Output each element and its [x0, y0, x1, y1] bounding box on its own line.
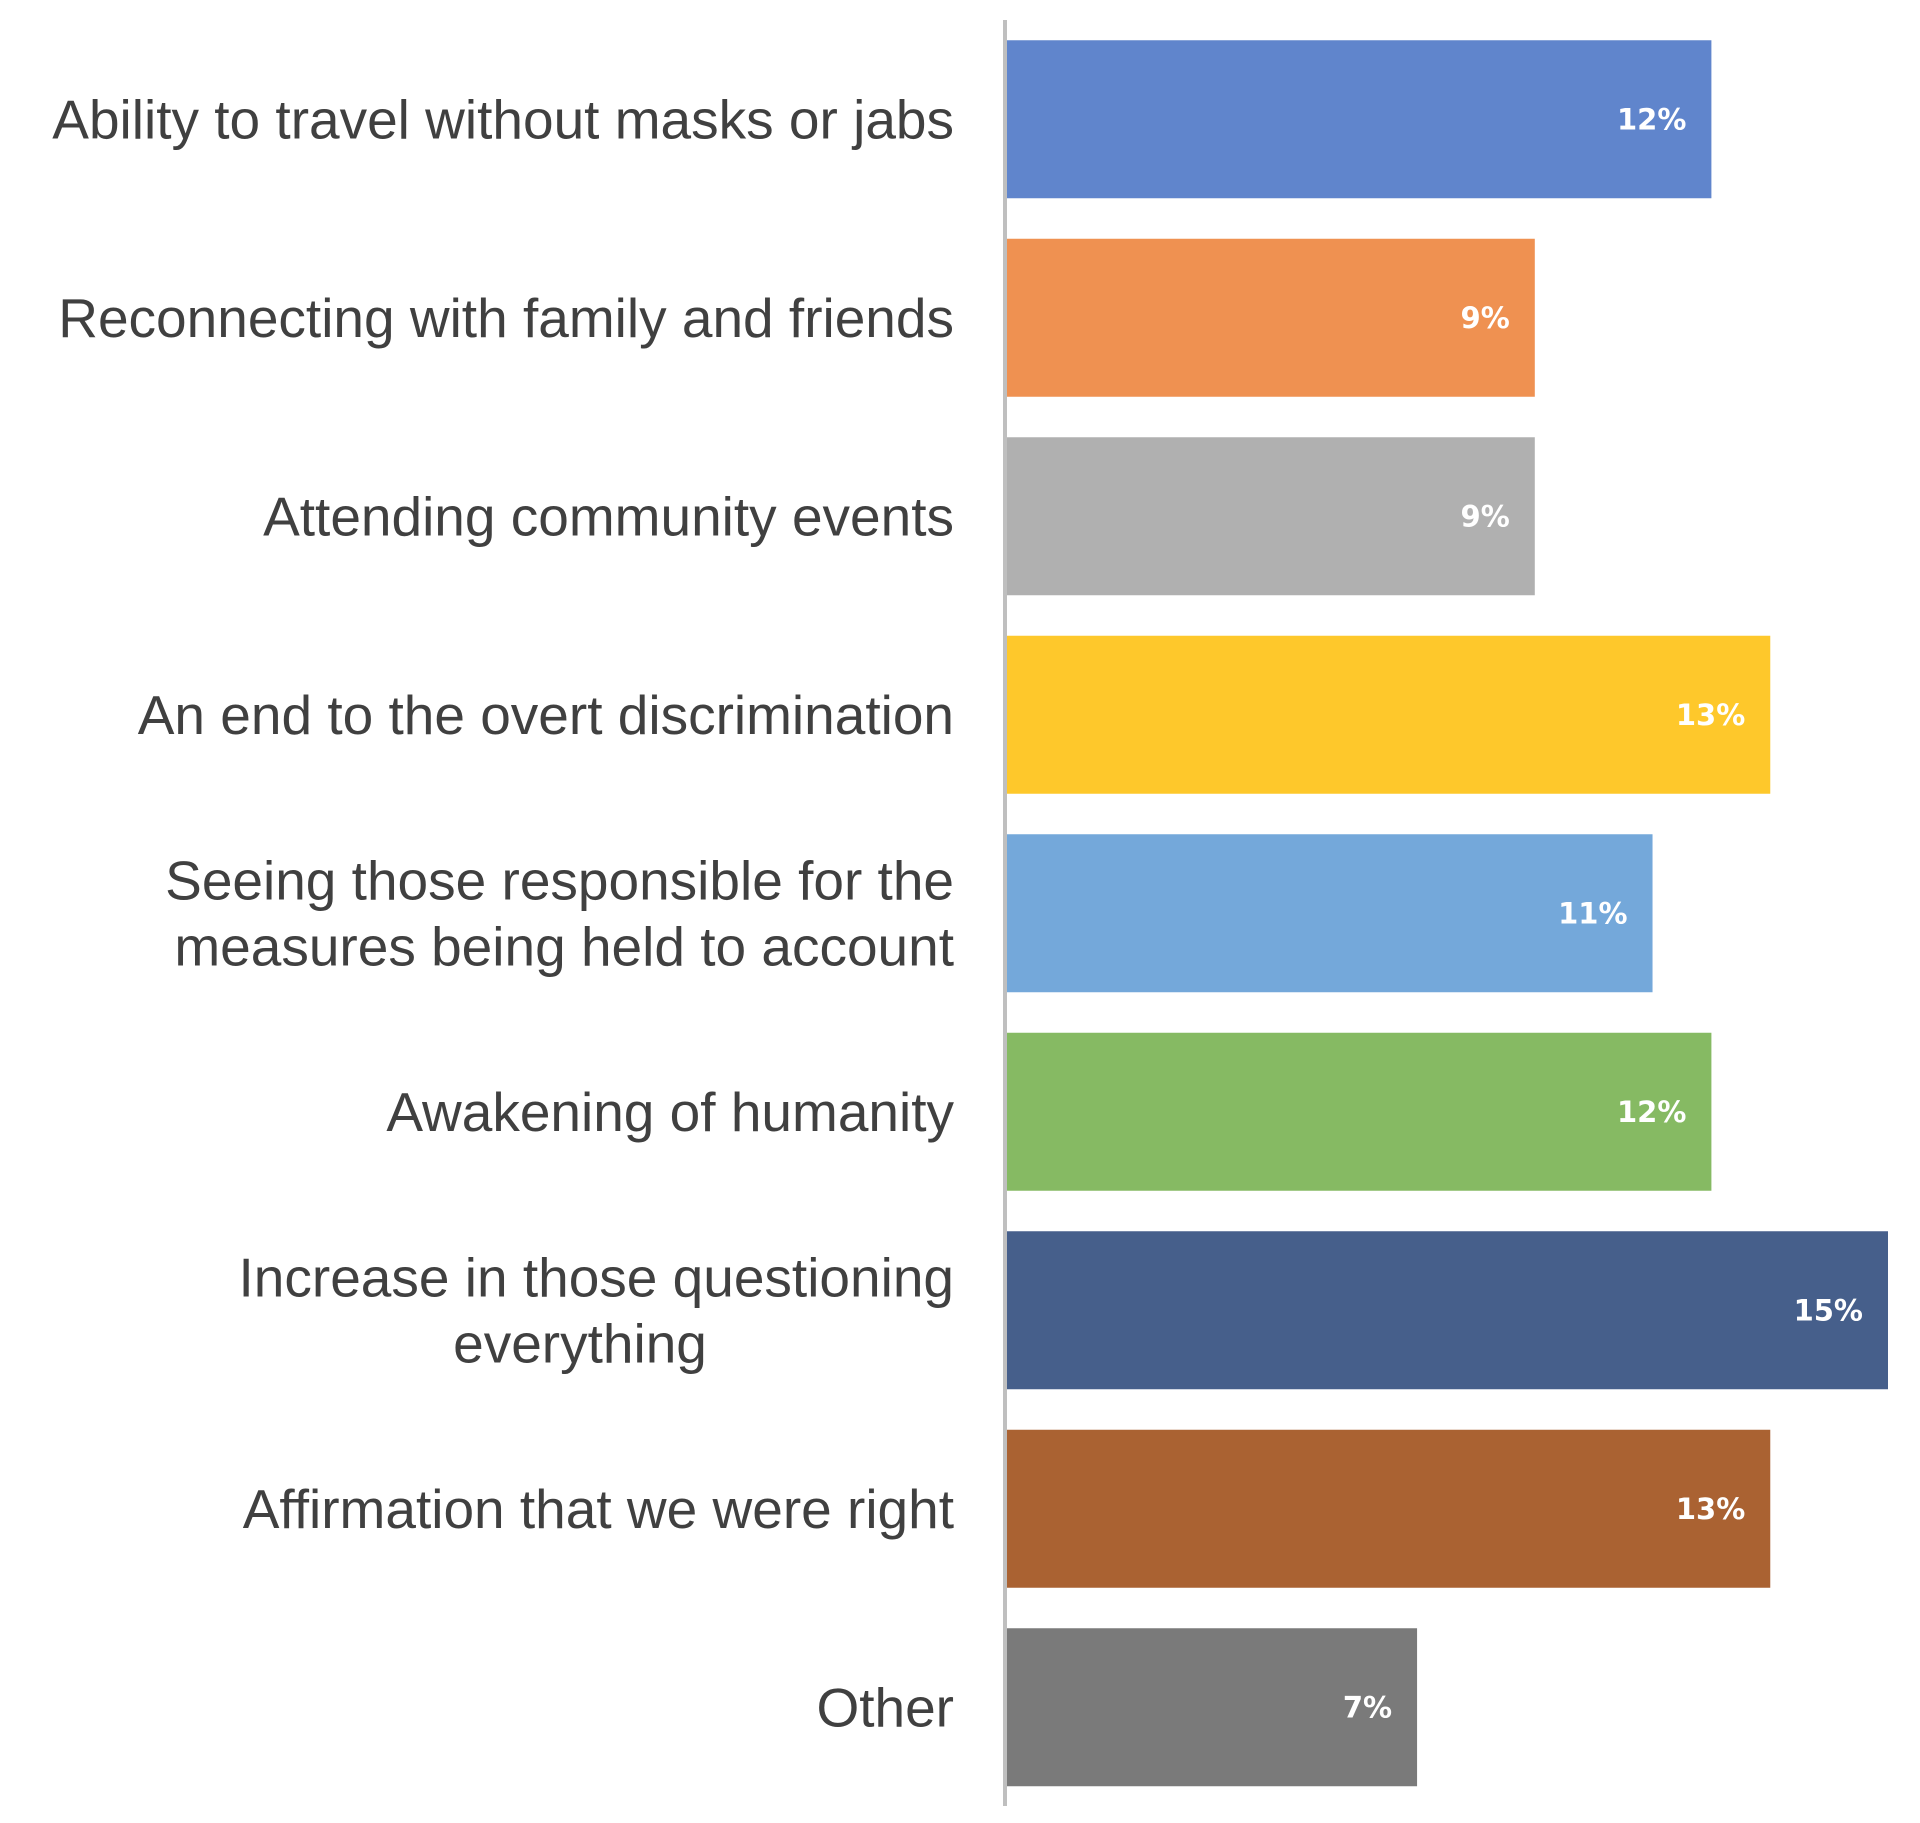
bar — [1005, 1032, 1712, 1191]
category-label: Other — [816, 1676, 954, 1738]
data-label: 9% — [1461, 301, 1510, 335]
category-labels-group: Ability to travel without masks or jabs R… — [52, 88, 954, 1738]
bar — [1005, 40, 1712, 199]
data-label: 13% — [1676, 1492, 1745, 1526]
data-label: 12% — [1617, 102, 1686, 136]
data-label: 9% — [1461, 499, 1510, 533]
category-label: everything — [453, 1312, 707, 1374]
bar — [1005, 437, 1535, 596]
category-label: Affirmation that we were right — [243, 1478, 954, 1540]
bars-group — [1005, 40, 1888, 1787]
bar — [1005, 1429, 1771, 1588]
bar — [1005, 834, 1653, 993]
category-label: measures being held to account — [174, 915, 954, 977]
bar — [1005, 238, 1535, 397]
bar — [1005, 635, 1771, 794]
category-label: Seeing those responsible for the — [165, 849, 954, 911]
category-label: An end to the overt discrimination — [138, 684, 954, 746]
data-labels-group: 12% 9% 9% 13% 11% 12% 15% 13% 7% — [1343, 102, 1863, 1724]
data-label: 11% — [1558, 896, 1627, 930]
category-label: Reconnecting with family and friends — [58, 287, 954, 349]
bar — [1005, 1628, 1418, 1787]
data-label: 13% — [1676, 698, 1745, 732]
category-label: Attending community events — [263, 485, 954, 547]
category-label: Increase in those questioning — [239, 1246, 954, 1308]
bar — [1005, 1231, 1888, 1390]
data-label: 7% — [1343, 1690, 1392, 1724]
data-label: 12% — [1617, 1095, 1686, 1129]
category-label: Awakening of humanity — [386, 1081, 954, 1143]
category-label: Ability to travel without masks or jabs — [52, 88, 954, 150]
data-label: 15% — [1794, 1293, 1863, 1327]
